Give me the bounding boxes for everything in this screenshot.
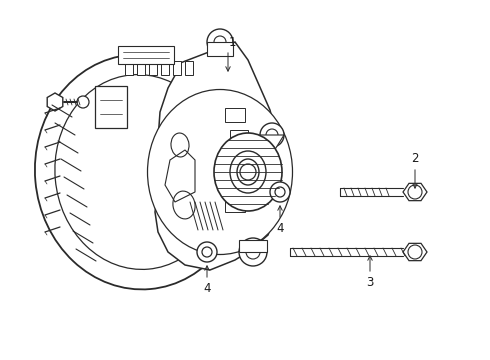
Polygon shape	[165, 150, 195, 202]
Bar	[185, 61, 193, 75]
Bar	[149, 61, 157, 75]
Circle shape	[260, 123, 284, 147]
Polygon shape	[47, 93, 63, 111]
Circle shape	[270, 182, 290, 202]
Circle shape	[408, 185, 422, 199]
Bar	[118, 46, 174, 64]
Ellipse shape	[214, 133, 282, 211]
Bar	[225, 108, 245, 122]
Circle shape	[408, 245, 422, 259]
Polygon shape	[403, 243, 427, 261]
Text: 3: 3	[367, 275, 374, 288]
Ellipse shape	[237, 159, 259, 185]
Ellipse shape	[35, 55, 245, 289]
Polygon shape	[258, 135, 284, 151]
Circle shape	[239, 238, 267, 266]
Bar	[173, 61, 181, 75]
Circle shape	[77, 96, 89, 108]
Text: 4: 4	[276, 221, 284, 234]
Bar	[161, 61, 169, 75]
Circle shape	[207, 29, 233, 55]
Circle shape	[240, 164, 256, 180]
Bar	[125, 61, 133, 75]
Ellipse shape	[147, 90, 293, 255]
Text: 1: 1	[228, 36, 236, 49]
Polygon shape	[155, 42, 278, 270]
Bar	[235, 180, 253, 192]
Polygon shape	[207, 42, 233, 56]
Circle shape	[197, 242, 217, 262]
Polygon shape	[239, 240, 267, 252]
Bar	[225, 198, 245, 212]
Polygon shape	[403, 183, 427, 201]
Text: 2: 2	[411, 152, 419, 165]
Text: 4: 4	[203, 282, 211, 294]
Bar	[95, 86, 127, 128]
Bar	[225, 148, 245, 162]
Bar	[230, 130, 248, 142]
Ellipse shape	[230, 151, 266, 193]
Bar	[137, 61, 145, 75]
